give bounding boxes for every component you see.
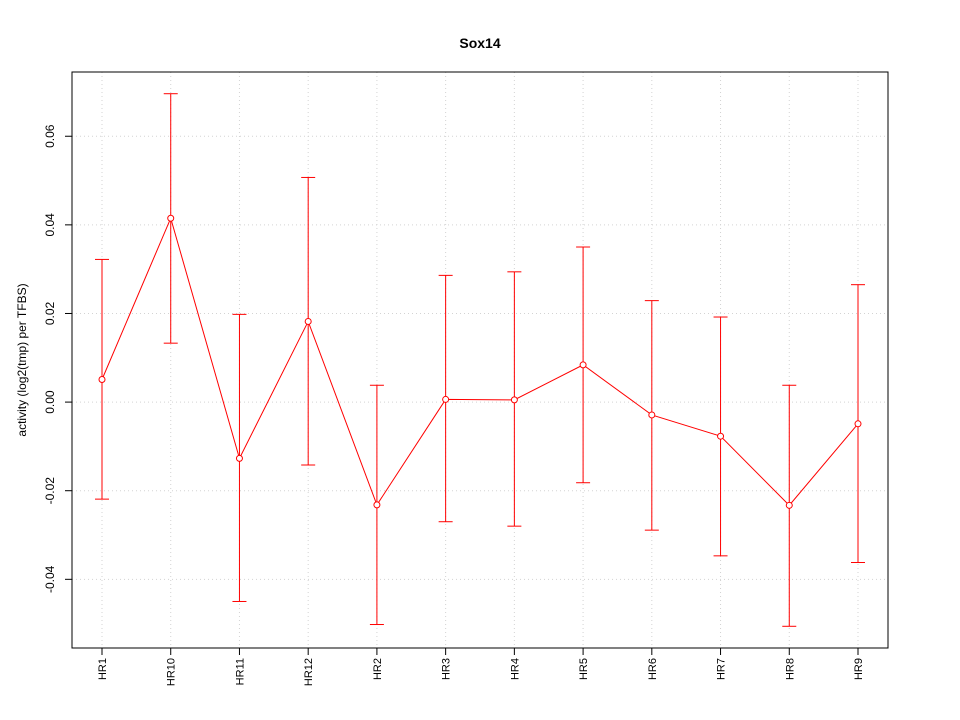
data-point	[442, 395, 450, 403]
y-tick-label: 0.02	[43, 301, 57, 325]
data-point	[648, 411, 656, 419]
data-point	[510, 396, 518, 404]
x-tick-label: HR6	[647, 658, 659, 680]
series	[95, 93, 865, 627]
x-tick-label: HR3	[441, 658, 453, 680]
x-tick-label: HR10	[166, 658, 178, 686]
data-point	[167, 214, 175, 222]
data-point	[785, 501, 793, 509]
x-tick-label: HR11	[234, 658, 246, 685]
data-point	[579, 361, 587, 369]
x-tick-label: HR1	[97, 658, 109, 680]
x-tick-label: HR12	[303, 658, 315, 686]
y-axis: -0.04 -0.02 0.00 0.02 0.04 0.06	[43, 124, 72, 593]
data-point	[854, 420, 862, 428]
y-tick-label: -0.02	[43, 477, 57, 505]
data-point	[373, 501, 381, 509]
x-tick-label: HR2	[372, 658, 384, 680]
data-point	[717, 432, 725, 440]
x-tick-label: HR7	[716, 658, 728, 680]
y-axis-label: activity (log2(tmp) per TFBS)	[15, 283, 29, 436]
x-tick-label: HR8	[784, 658, 796, 680]
chart-title: Sox14	[459, 35, 500, 51]
x-tick-label: HR4	[509, 658, 521, 680]
y-tick-label: -0.04	[43, 565, 57, 593]
y-tick-label: 0.04	[43, 213, 57, 237]
x-axis: HR1 HR10 HR11 HR12 HR2 HR3 HR4 HR5 HR6 HR7 HR8 HR9	[97, 647, 865, 686]
x-tick-label: HR5	[578, 658, 590, 680]
y-tick-label: 0.00	[43, 390, 57, 414]
data-point	[98, 375, 106, 383]
plot-frame	[71, 71, 889, 649]
data-point	[235, 454, 243, 462]
data-point	[304, 317, 312, 325]
grid	[72, 72, 888, 648]
x-tick-label: HR9	[853, 658, 865, 680]
y-tick-label: 0.06	[43, 124, 57, 148]
series-line	[101, 216, 859, 507]
